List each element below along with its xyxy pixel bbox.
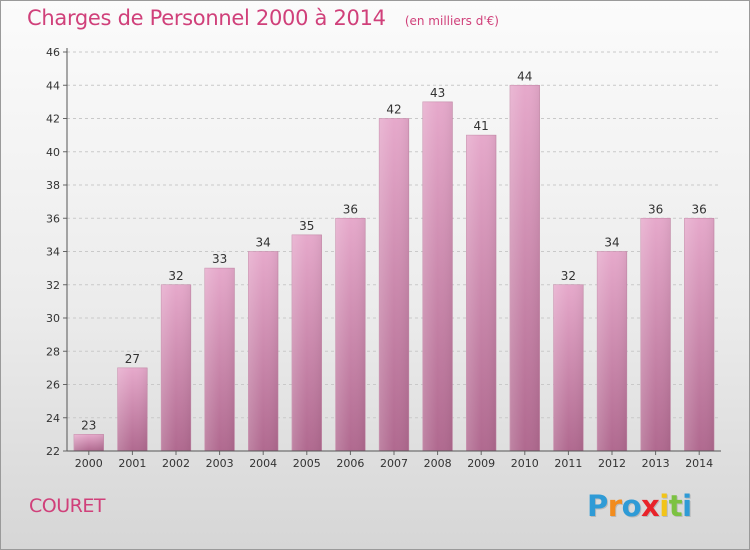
logo-letter: x [641,489,660,523]
x-tick-label: 2014 [685,457,713,470]
bar-shine [379,118,409,451]
value-label: 43 [430,86,445,100]
commune-name: COURET [29,495,105,517]
x-tick-label: 2005 [293,457,321,470]
y-tick-label: 24 [46,412,60,425]
y-tick-label: 42 [46,113,60,126]
value-label: 36 [343,202,358,216]
y-tick-label: 38 [46,179,60,192]
title-block: Charges de Personnel 2000 à 2014 (en mil… [27,6,499,30]
bar-shine [553,284,584,451]
x-tick-label: 2010 [511,457,539,470]
logo-letter: P [587,489,608,523]
value-label: 35 [299,219,314,233]
y-tick-label: 22 [46,445,60,458]
x-tick-label: 2003 [206,457,234,470]
y-tick-label: 30 [46,312,60,325]
bar-shine [161,284,191,451]
value-label: 32 [168,269,183,283]
chart-subtitle: (en milliers d'€) [404,14,499,28]
value-label: 27 [125,352,140,366]
logo-letter: o [621,489,642,523]
logo-letter: i [682,489,692,523]
bar-shine [640,218,671,451]
bar-shine [248,251,279,451]
value-label: 42 [386,103,401,117]
value-label: 36 [648,202,663,216]
x-tick-label: 2009 [467,457,495,470]
x-tick-label: 2012 [598,457,626,470]
y-tick-labels: 22 24 26 28 30 32 34 36 38 40 42 44 46 [46,46,60,458]
y-tick-label: 46 [46,46,60,59]
axes [63,48,721,455]
bar-shine [422,101,453,451]
x-tick-label: 2000 [75,457,103,470]
value-label: 34 [256,236,271,250]
logo-letter: i [659,489,669,523]
x-tick-label: 2007 [380,457,408,470]
bar-shine [509,85,540,451]
bar-shine [466,135,497,451]
bars [73,84,715,452]
value-labels: 23 27 32 33 34 35 36 42 43 41 44 32 34 36 36 [81,69,707,432]
bar-shine [291,234,322,451]
bar-shine [597,251,627,451]
chart-title: Charges de Personnel 2000 à 2014 [27,6,386,30]
bar-shine [73,434,104,451]
proxiti-logo[interactable]: Proxiti [587,489,692,523]
y-tick-label: 34 [46,246,60,259]
y-tick-label: 26 [46,379,60,392]
x-tick-label: 2013 [642,457,670,470]
x-tick-labels: 2000 2001 2002 2003 2004 2005 2006 2007 2008 2009… [75,457,713,470]
value-label: 33 [212,252,227,266]
value-label: 44 [517,69,532,83]
logo-letter: t [668,489,683,523]
x-tick-label: 2006 [336,457,364,470]
y-tick-label: 32 [46,279,60,292]
bar-shine [117,367,148,451]
y-tick-label: 36 [46,212,60,225]
bar-shine [684,218,715,451]
value-label: 41 [474,119,489,133]
x-tick-label: 2004 [249,457,277,470]
x-tick-label: 2008 [424,457,452,470]
x-tick-label: 2011 [554,457,582,470]
y-tick-label: 28 [46,345,60,358]
y-tick-label: 40 [46,146,60,159]
bar-shine [335,218,366,451]
logo-letter: r [607,489,622,523]
y-tick-label: 44 [46,79,60,92]
value-label: 32 [561,269,576,283]
value-label: 34 [604,236,619,250]
x-tick-label: 2001 [118,457,146,470]
value-label: 36 [692,202,707,216]
x-tick-label: 2002 [162,457,190,470]
value-label: 23 [81,418,96,432]
bar-shine [204,268,235,451]
